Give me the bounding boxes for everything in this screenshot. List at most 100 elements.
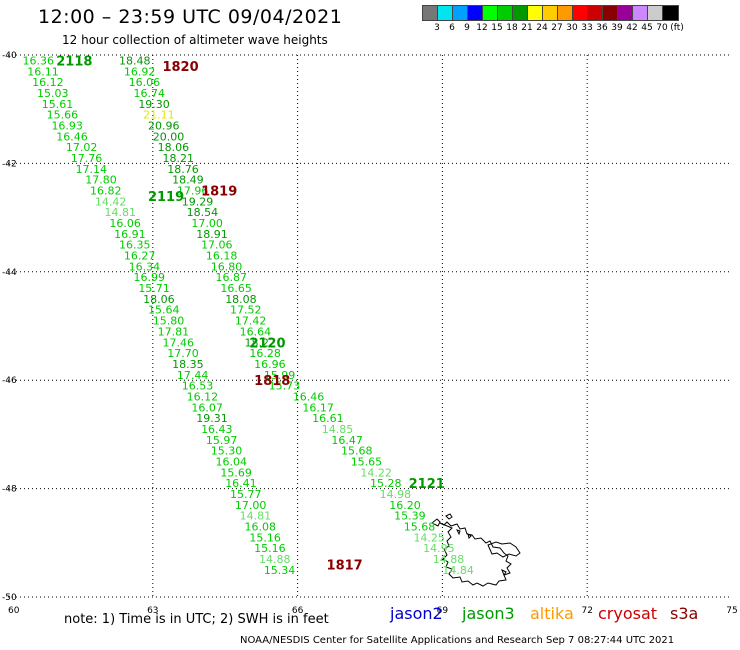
legend-label: 15 [491, 23, 503, 33]
legend-swatch [573, 6, 588, 20]
swh-value-label: 18.06 [143, 293, 175, 306]
legend-swatches [422, 5, 679, 21]
swh-value-label: 17.70 [167, 347, 199, 360]
swh-value-label: 16.61 [312, 412, 344, 425]
legend-swatch [603, 6, 618, 20]
swh-value-label: 15.77 [230, 488, 262, 501]
small-islets-outline [456, 529, 507, 577]
legend-swatch [438, 6, 453, 20]
swh-value-label: 16.87 [216, 271, 248, 284]
legend-label: 6 [449, 23, 455, 33]
legend-label: 12 [476, 23, 488, 33]
legend-label: (ft) [670, 23, 684, 33]
x-tick-label: 66 [292, 606, 304, 616]
satellite-altika: altika [530, 604, 574, 623]
swh-value-label: 14.84 [442, 564, 474, 577]
swh-value-label: 17.81 [158, 325, 190, 338]
swh-value-label: 16.34 [129, 260, 161, 273]
kerguelen-islands-coastline [431, 513, 521, 587]
pass-number-label: 2119 [148, 190, 184, 205]
pass-number-label: 2120 [249, 336, 285, 351]
wave-height-tracks: 16.3616.1116.1215.0315.6115.6616.9316.46… [22, 54, 473, 576]
y-tick-label: -48 [2, 485, 17, 495]
swh-value-label: 16.08 [245, 521, 276, 534]
x-tick-label: 60 [8, 606, 20, 616]
swh-value-label: 18.22 [245, 336, 276, 349]
swh-value-label: 16.28 [249, 347, 280, 360]
swh-value-label: 16.46 [56, 130, 87, 143]
color-legend: 3 6 9 12 15 18 21 24 27 30 33 36 39 42 45 70 (ft) [422, 5, 684, 35]
x-tick-label: 69 [437, 606, 449, 616]
legend-label: 36 [596, 23, 608, 33]
legend-swatch [453, 6, 468, 20]
swh-value-label: 15.28 [370, 477, 402, 490]
legend-swatch [543, 6, 558, 20]
swh-value-label: 15.61 [42, 98, 74, 111]
legend-label: 9 [464, 23, 470, 33]
swh-value-label: 14.81 [240, 510, 272, 523]
swh-value-label: 15.03 [37, 87, 69, 100]
swh-value-label: 15.34 [264, 564, 296, 577]
legend-swatch [423, 6, 438, 20]
swh-value-label: 16.41 [225, 477, 257, 490]
swh-value-label: 19.31 [196, 412, 228, 425]
map-grid: 60 63 66 69 72 75 -40 -42 -44 -46 -48 -50 [2, 51, 738, 616]
swh-value-label: 17.06 [201, 239, 233, 252]
legend-label: 33 [581, 23, 593, 33]
swh-value-label: 14.42 [95, 195, 127, 208]
swh-value-label: 18.35 [172, 358, 204, 371]
swh-value-label: 16.18 [206, 250, 238, 263]
satellite-cryosat: cryosat [598, 604, 658, 623]
units-note: note: 1) Time is in UTC; 2) SWH is in fe… [64, 612, 329, 627]
y-tick-label: -50 [2, 593, 17, 603]
chart-title: 12:00 – 23:59 UTC 09/04/2021 [38, 6, 343, 28]
swh-value-label: 16.99 [133, 271, 165, 284]
legend-swatch [513, 6, 528, 20]
swh-value-label: 17.42 [235, 315, 267, 328]
legend-label: 45 [641, 23, 653, 33]
swh-value-label: 17.00 [235, 499, 267, 512]
legend-swatch [663, 6, 678, 20]
swh-value-label: 16.47 [331, 434, 363, 447]
legend-label: 39 [611, 23, 623, 33]
legend-labels: 3 6 9 12 15 18 21 24 27 30 33 36 39 42 45 70 (ft) [422, 21, 684, 35]
swh-value-label: 14.88 [259, 553, 291, 566]
swh-value-label: 18.48 [119, 54, 151, 67]
legend-swatch [558, 6, 573, 20]
swh-value-label: 14.95 [423, 542, 455, 555]
legend-swatch [498, 6, 513, 20]
swh-value-label: 18.21 [162, 152, 194, 165]
credit-line: NOAA/NESDIS Center for Satellite Applica… [240, 635, 675, 646]
swh-value-label: 16.82 [90, 185, 122, 198]
swh-value-label: 16.96 [254, 358, 286, 371]
swh-value-label: 15.16 [254, 542, 286, 555]
swh-value-label: 16.91 [114, 228, 146, 241]
legend-label: 24 [536, 23, 548, 33]
legend-label: 42 [626, 23, 638, 33]
swh-value-label: 15.64 [148, 304, 180, 317]
swh-value-label: 17.96 [177, 185, 209, 198]
swh-value-label: 17.00 [191, 217, 223, 230]
swh-value-label: 16.20 [389, 499, 421, 512]
swh-value-label: 16.80 [211, 260, 243, 273]
y-tick-label: -40 [2, 51, 17, 61]
north-island-outline [431, 513, 453, 527]
swh-value-label: 16.12 [187, 390, 219, 403]
swh-value-label: 14.98 [380, 488, 412, 501]
pass-number-label: 2118 [56, 54, 92, 69]
legend-swatch [588, 6, 603, 20]
swh-value-label: 17.02 [66, 141, 98, 154]
satellite-jason3: jason3 [462, 604, 515, 623]
y-tick-label: -46 [2, 376, 17, 386]
swh-value-label: 15.16 [249, 531, 280, 544]
swh-value-label: 16.04 [216, 456, 248, 469]
swh-value-label: 16.65 [220, 282, 252, 295]
swh-value-label: 18.91 [196, 228, 228, 241]
swh-value-label: 15.71 [138, 282, 170, 295]
legend-label: 21 [521, 23, 533, 33]
swh-value-label: 17.46 [162, 336, 194, 349]
swh-value-label: 16.46 [293, 390, 325, 403]
swh-value-label: 15.97 [206, 434, 238, 447]
swh-value-label: 21.11 [143, 109, 175, 122]
